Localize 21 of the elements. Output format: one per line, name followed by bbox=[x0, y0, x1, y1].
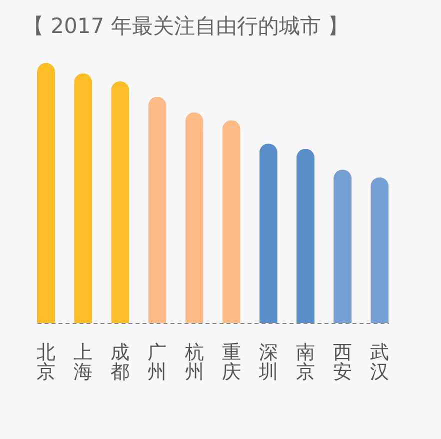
x-tick-label: 杭州 bbox=[184, 342, 204, 383]
x-tick-label: 重庆 bbox=[222, 342, 241, 383]
bar bbox=[259, 144, 278, 323]
bar bbox=[370, 177, 389, 323]
bar bbox=[148, 96, 166, 323]
bar bbox=[334, 170, 352, 323]
x-tick-label: 成都 bbox=[110, 342, 130, 383]
chart-title: 【 2017 年最关注自由行的城市 】 bbox=[23, 14, 348, 38]
bar bbox=[74, 73, 92, 323]
bar bbox=[222, 120, 240, 323]
bar bbox=[111, 81, 130, 323]
x-tick-label: 深圳 bbox=[258, 342, 278, 383]
x-tick-label: 南京 bbox=[296, 342, 315, 383]
bar bbox=[296, 148, 314, 323]
x-tick-label: 上海 bbox=[74, 342, 93, 383]
bar bbox=[37, 63, 56, 323]
x-tick-label: 武汉 bbox=[370, 342, 390, 383]
bar bbox=[185, 112, 204, 323]
x-tick-label: 广州 bbox=[148, 342, 167, 383]
x-tick-label: 北京 bbox=[36, 342, 56, 383]
x-tick-label: 西安 bbox=[333, 342, 352, 383]
